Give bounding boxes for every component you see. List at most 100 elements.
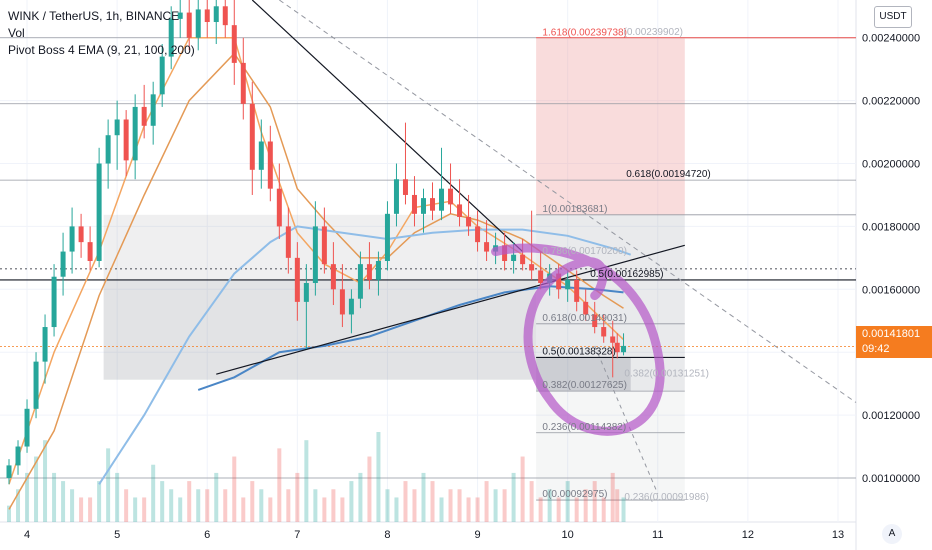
candle-body — [195, 9, 201, 38]
candle-body — [357, 264, 363, 299]
volume-bar — [621, 497, 626, 522]
volume-bar — [367, 456, 372, 522]
descending-trendline-dashed — [279, 0, 857, 403]
volume-bar — [583, 489, 588, 522]
candle-body — [294, 257, 300, 302]
candle-body — [621, 345, 627, 353]
volume-bar — [205, 489, 210, 522]
volume-bar — [376, 432, 381, 522]
x-tick-label: 13 — [832, 529, 844, 541]
candle-body — [312, 226, 318, 284]
fib-level-label: 0.382(0.00127625) — [542, 380, 627, 391]
volume-bar — [151, 464, 156, 522]
volume-bar — [115, 472, 120, 522]
candle-body — [430, 198, 436, 211]
volume-bar — [268, 497, 273, 522]
candle-body — [204, 9, 210, 23]
candle-body — [475, 226, 481, 243]
candle-body — [42, 327, 48, 362]
candle-body — [249, 103, 255, 170]
candle-body — [69, 226, 75, 252]
candle-body — [393, 179, 399, 214]
volume-bar — [574, 497, 579, 522]
x-tick-label: 11 — [652, 529, 663, 541]
price-axis-pane — [856, 0, 932, 550]
target-zone-red — [536, 38, 685, 215]
descending-trendline — [251, 0, 524, 253]
candle-body — [168, 18, 174, 57]
y-tick-label: 0.00220000 — [862, 96, 920, 108]
symbol-title: WINK / TetherUS, 1h, BINANCE — [8, 9, 180, 23]
volume-bar — [7, 505, 12, 522]
candle-body — [520, 254, 526, 265]
candle-body — [402, 179, 408, 195]
candle-body — [303, 283, 309, 302]
x-tick-label: 12 — [742, 529, 754, 541]
volume-bar — [565, 481, 570, 522]
last-price-value: 0.00141801 — [862, 328, 921, 340]
volume-bar — [556, 497, 561, 522]
projection-line — [594, 345, 659, 494]
volume-bar — [187, 481, 192, 522]
candle-body — [213, 6, 219, 23]
volume-bar — [394, 497, 399, 522]
candle-body — [321, 226, 327, 265]
volume-bar — [529, 481, 534, 522]
volume-bar — [178, 497, 183, 522]
volume-bar — [214, 472, 219, 522]
volume-bar — [349, 481, 354, 522]
volume-bar — [331, 489, 336, 522]
volume-bar — [169, 489, 174, 522]
volume-bar — [106, 448, 111, 522]
fib-level-label: 0(0.00092975) — [542, 489, 607, 500]
fib-level-label: 0.786(0.00170200) — [542, 246, 627, 257]
countdown-timer: 09:42 — [862, 343, 890, 355]
candle-body — [457, 204, 463, 217]
volume-bar — [241, 497, 246, 522]
x-tick-label: 9 — [474, 529, 480, 541]
volume-bar — [484, 481, 489, 522]
volume-bar — [160, 481, 165, 522]
volume-label: Vol — [8, 26, 25, 40]
candle-body — [484, 242, 490, 252]
volume-bar — [547, 489, 552, 522]
volume-bar — [286, 489, 291, 522]
candle-body — [375, 261, 381, 280]
volume-bar — [223, 489, 228, 522]
candle-body — [267, 141, 273, 189]
candle-body — [114, 119, 120, 136]
volume-bar — [277, 448, 282, 522]
volume-bar — [25, 472, 30, 522]
candle-body — [583, 301, 589, 315]
volume-bar — [610, 472, 615, 522]
currency-button[interactable]: USDT — [874, 6, 912, 28]
y-tick-label: 0.00100000 — [862, 473, 920, 485]
volume-bar — [511, 472, 516, 522]
volume-bar — [34, 456, 39, 522]
candle-body — [610, 336, 616, 343]
candle-body — [411, 194, 417, 214]
volume-bar — [457, 489, 462, 522]
volume-bar — [250, 481, 255, 522]
volume-bar — [16, 489, 21, 522]
candle-body — [574, 279, 580, 302]
candle-body — [186, 12, 192, 38]
volume-bar — [79, 497, 84, 522]
candle-body — [6, 465, 12, 478]
candle-body — [614, 342, 620, 353]
candle-body — [448, 188, 454, 205]
y-tick-label: 0.00200000 — [862, 159, 920, 171]
hand-drawn-circle — [491, 243, 665, 436]
auto-scale-button[interactable]: A — [882, 524, 902, 544]
x-tick-label: 5 — [114, 529, 120, 541]
candle-body — [439, 188, 445, 211]
candle-body — [159, 56, 165, 95]
fib-level-label: 1(0.00183681) — [542, 204, 607, 215]
candle-body — [466, 216, 472, 227]
volume-bar — [97, 481, 102, 522]
candle-body — [285, 226, 291, 258]
fib-level-label: 0.5(0.00162985) — [590, 269, 663, 280]
fib-level-label: 0.5(0.00138328) — [542, 346, 615, 357]
volume-bar — [340, 497, 345, 522]
